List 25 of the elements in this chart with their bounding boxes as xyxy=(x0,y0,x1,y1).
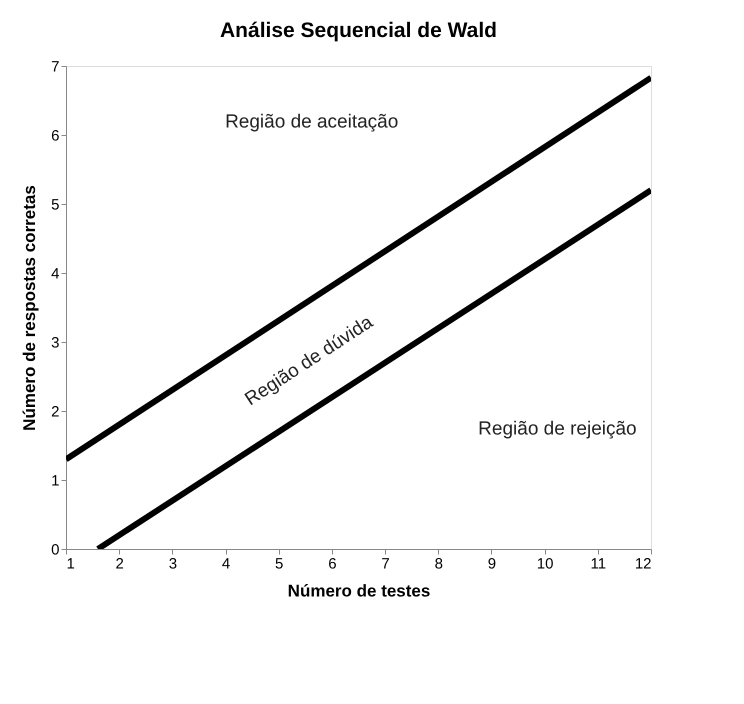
x-tick-label: 6 xyxy=(328,556,337,572)
x-tick-label: 7 xyxy=(381,556,390,572)
x-tick-label: 8 xyxy=(434,556,443,572)
x-axis-title: Número de testes xyxy=(288,582,430,600)
x-tick-label: 10 xyxy=(536,556,554,572)
y-tick-label: 7 xyxy=(51,58,60,76)
x-tick-label: 9 xyxy=(488,556,496,572)
x-tick-label: 1 xyxy=(66,556,75,572)
x-tick-label: 12 xyxy=(634,556,652,572)
y-tick-label: 6 xyxy=(51,128,60,144)
x-tick-label: 5 xyxy=(275,556,284,572)
x-tick-label: 3 xyxy=(168,556,178,572)
y-tick-label: 5 xyxy=(51,196,60,214)
x-tick-label: 11 xyxy=(590,556,606,572)
y-tick-label: 3 xyxy=(51,334,60,352)
chart-title: Análise Sequencial de Wald xyxy=(220,19,497,42)
y-tick-label: 1 xyxy=(51,472,60,490)
x-tick-label: 2 xyxy=(116,556,124,572)
y-tick-label: 0 xyxy=(51,542,60,558)
y-tick-label: 4 xyxy=(51,266,60,282)
x-tick-label: 4 xyxy=(222,556,230,572)
y-tick-label: 2 xyxy=(51,404,60,420)
y-axis-title: Número de respostas corretas xyxy=(20,185,40,431)
annotation: Região de aceitação xyxy=(225,112,398,133)
annotation: Região de rejeição xyxy=(478,418,637,440)
